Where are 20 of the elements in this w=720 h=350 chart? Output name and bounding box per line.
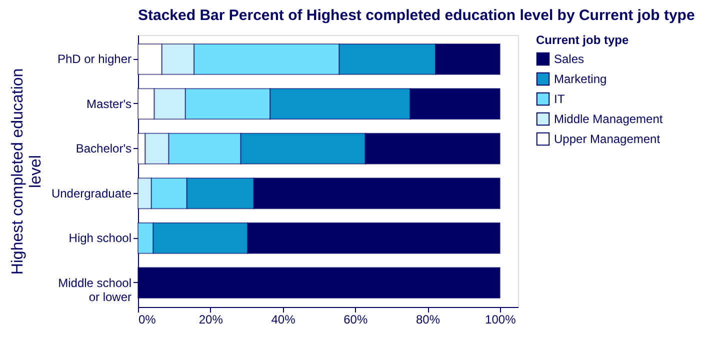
legend-title: Current job type — [536, 33, 629, 47]
legend-label: IT — [554, 92, 566, 106]
legend-label: Marketing — [554, 72, 607, 86]
x-tick-label: 100% — [485, 312, 516, 326]
y-tick-label: PhD or higher — [57, 52, 132, 66]
chart-title: Stacked Bar Percent of Highest completed education level by Current job type — [138, 7, 695, 24]
y-tick-label: Middle school or lower — [58, 276, 132, 304]
x-tick-label: 0% — [138, 312, 156, 326]
y-tick-label: Undergraduate — [51, 186, 132, 200]
y-axis-title: Highest completed education level — [9, 68, 44, 275]
y-tick-label: High school — [68, 231, 132, 246]
legend-label: Middle Management — [554, 112, 664, 126]
x-tick-label: 20% — [198, 312, 224, 326]
legend-label: Upper Management — [554, 132, 661, 146]
y-tick-label: Bachelor's — [76, 142, 132, 156]
y-tick-label: Master's — [86, 96, 132, 111]
x-tick-label: 80% — [416, 312, 440, 326]
x-tick-label: 40% — [271, 312, 296, 326]
x-tick-label: 60% — [344, 312, 368, 326]
legend-label: Sales — [554, 52, 584, 66]
